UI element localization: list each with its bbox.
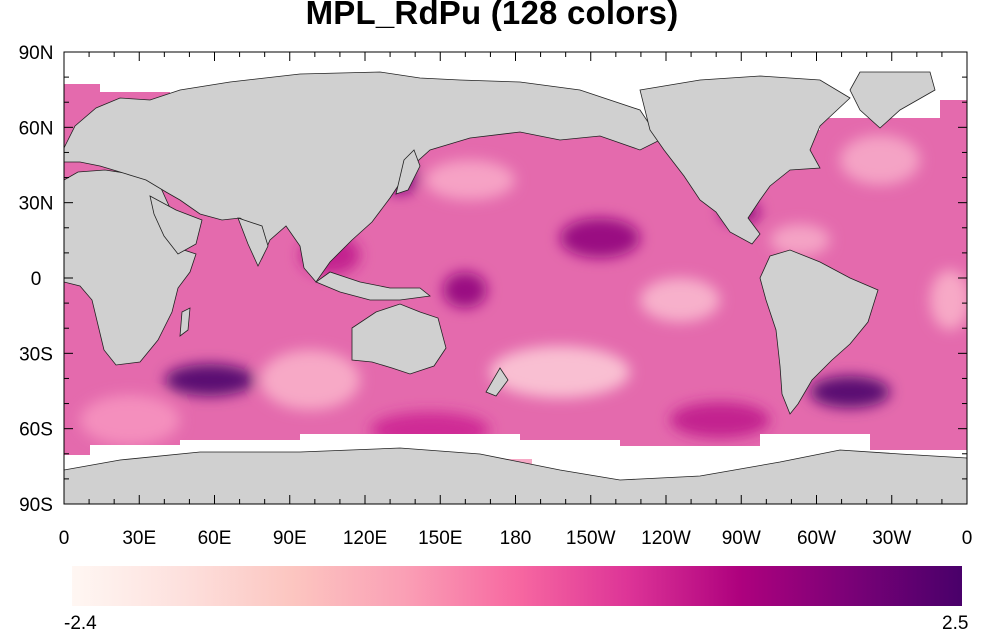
australia <box>351 303 447 375</box>
lon-tick-label: 60W <box>797 528 836 549</box>
north-america <box>639 75 851 245</box>
plot-title: MPL_RdPu (128 colors) <box>305 0 679 31</box>
lon-tick-label: 120E <box>343 528 387 549</box>
lat-tick-label: 90N <box>19 43 54 64</box>
lat-tick-label: 90S <box>19 495 53 516</box>
antarctica <box>64 447 967 504</box>
lon-tick-label: 60E <box>198 528 232 549</box>
japan <box>395 149 421 195</box>
lon-tick-label: 0 <box>59 528 70 549</box>
lon-tick-label: 180 <box>500 528 532 549</box>
lat-tick-label: 60N <box>19 118 54 139</box>
colorbar-min-label: -2.4 <box>64 613 97 634</box>
new-zealand <box>485 367 509 397</box>
lat-tick-label: 30S <box>19 344 53 365</box>
lat-tick-label: 30N <box>19 194 54 215</box>
lon-tick-label: 30E <box>122 528 156 549</box>
arabia <box>149 195 203 255</box>
axis-tick-labels: 0 30E 60E 90E 120E 150E 180 150W 120W 90W 60W 30W 09… <box>19 43 973 549</box>
land <box>64 71 967 504</box>
indonesia <box>315 271 431 301</box>
lon-tick-label: 90E <box>273 528 307 549</box>
lon-tick-label: 30W <box>872 528 911 549</box>
lon-tick-label: 150W <box>566 528 616 549</box>
lon-tick-label: 0 <box>962 528 973 549</box>
lat-tick-label: 60S <box>19 420 53 441</box>
madagascar <box>179 307 191 337</box>
greenland <box>849 71 936 129</box>
data-field <box>64 52 967 504</box>
lon-tick-label: 150E <box>418 528 462 549</box>
colorbar-max-label: 2.5 <box>942 613 969 634</box>
lon-tick-label: 90W <box>722 528 761 549</box>
south-america <box>759 249 879 415</box>
colorbar <box>72 566 962 606</box>
lat-tick-label: 0 <box>31 269 42 290</box>
india <box>237 217 269 267</box>
axis-ticks <box>63 51 968 505</box>
lon-tick-label: 120W <box>641 528 691 549</box>
